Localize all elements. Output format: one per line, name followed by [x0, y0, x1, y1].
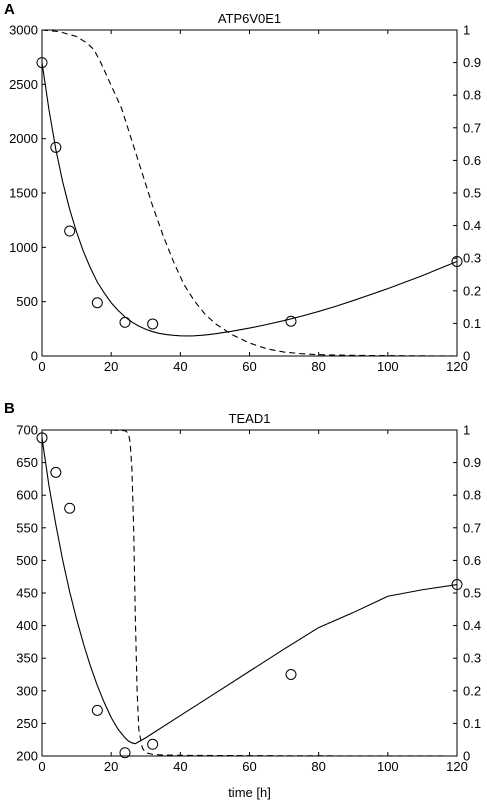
x-tick-label: 60	[242, 759, 256, 774]
data-point-marker	[147, 318, 159, 330]
y-left-tick-label: 500	[16, 294, 38, 309]
data-point-marker	[36, 57, 48, 69]
x-tick-label: 0	[38, 359, 45, 374]
y-right-tick-label: 0.3	[463, 651, 481, 666]
data-point-marker	[285, 669, 297, 680]
data-point-marker	[64, 225, 76, 237]
y-left-tick-label: 1000	[9, 240, 38, 255]
plot-frame	[41, 29, 458, 357]
x-tick-label: 0	[38, 759, 45, 774]
y-left-tick-label: 550	[16, 520, 38, 535]
y-left-tick-label: 0	[31, 349, 38, 364]
y-left-tick-label: 2000	[9, 131, 38, 146]
data-point-marker	[285, 315, 297, 327]
y-right-tick-label: 1	[463, 23, 470, 38]
y-left-tick-label: 700	[16, 423, 38, 438]
solid-series-line	[41, 437, 458, 745]
data-point-marker	[64, 502, 76, 514]
y-right-tick-label: 0.4	[463, 618, 481, 633]
x-tick-label: 120	[446, 359, 468, 374]
solid-series-line	[41, 62, 458, 337]
y-right-tick-label: 0.2	[463, 683, 481, 698]
chart-title: TEAD1	[229, 411, 271, 426]
data-point-marker	[50, 141, 62, 153]
data-point-marker	[451, 579, 463, 591]
data-point-marker	[36, 432, 48, 444]
data-point-marker	[119, 316, 131, 328]
y-right-tick-label: 0.8	[463, 488, 481, 503]
y-right-tick-label: 0.7	[463, 520, 481, 535]
panel-label: A	[4, 1, 15, 18]
x-tick-label: 40	[173, 359, 187, 374]
x-tick-label: 40	[173, 759, 187, 774]
dashed-series-line	[42, 429, 458, 757]
x-tick-label: 20	[104, 359, 118, 374]
y-right-tick-label: 0.1	[463, 716, 481, 731]
y-right-tick-label: 0.8	[463, 88, 481, 103]
y-right-tick-label: 0.5	[463, 586, 481, 601]
y-right-tick-label: 0.5	[463, 186, 481, 201]
x-axis-label: time [h]	[228, 785, 271, 800]
y-left-tick-label: 350	[16, 651, 38, 666]
data-point-marker	[451, 255, 463, 267]
y-left-tick-label: 1500	[9, 186, 38, 201]
y-left-tick-label: 600	[16, 488, 38, 503]
y-left-tick-label: 500	[16, 553, 38, 568]
x-tick-label: 60	[242, 359, 256, 374]
y-right-tick-label: 0.9	[463, 55, 481, 70]
y-right-tick-label: 0.7	[463, 120, 481, 135]
y-left-tick-label: 450	[16, 586, 38, 601]
y-right-tick-label: 0.9	[463, 455, 481, 470]
y-right-tick-label: 0	[463, 349, 470, 364]
x-tick-label: 80	[311, 759, 325, 774]
x-tick-label: 20	[104, 759, 118, 774]
data-point-marker	[50, 466, 62, 478]
y-left-tick-label: 250	[16, 716, 38, 731]
data-point-marker	[91, 297, 103, 309]
y-right-tick-label: 1	[463, 423, 470, 438]
y-right-tick-label: 0.6	[463, 153, 481, 168]
y-right-tick-label: 0.4	[463, 218, 481, 233]
panel-label: B	[4, 400, 15, 417]
y-left-tick-label: 300	[16, 683, 38, 698]
chart-title: ATP6V0E1	[218, 11, 281, 26]
data-point-marker	[119, 747, 131, 759]
data-point-marker	[91, 704, 103, 716]
y-right-tick-label: 0.1	[463, 316, 481, 331]
y-right-tick-label: 0.2	[463, 283, 481, 298]
dashed-series-line	[41, 29, 458, 357]
y-left-tick-label: 650	[16, 455, 38, 470]
y-left-tick-label: 200	[16, 749, 38, 764]
data-point-marker	[147, 738, 159, 750]
x-tick-label: 120	[446, 759, 468, 774]
y-right-tick-label: 0	[463, 749, 470, 764]
x-tick-label: 100	[377, 759, 399, 774]
y-left-tick-label: 3000	[9, 23, 38, 38]
y-right-tick-label: 0.6	[463, 553, 481, 568]
x-tick-label: 100	[377, 359, 399, 374]
y-left-tick-label: 400	[16, 618, 38, 633]
y-left-tick-label: 2500	[9, 77, 38, 92]
x-tick-label: 80	[311, 359, 325, 374]
chart-panel-b: B TEAD1 0 20 40 60 80 100 120 200 250 300 350 400 450 5…	[4, 400, 481, 800]
y-right-tick-label: 0.3	[463, 251, 481, 266]
plot-frame	[41, 429, 458, 757]
